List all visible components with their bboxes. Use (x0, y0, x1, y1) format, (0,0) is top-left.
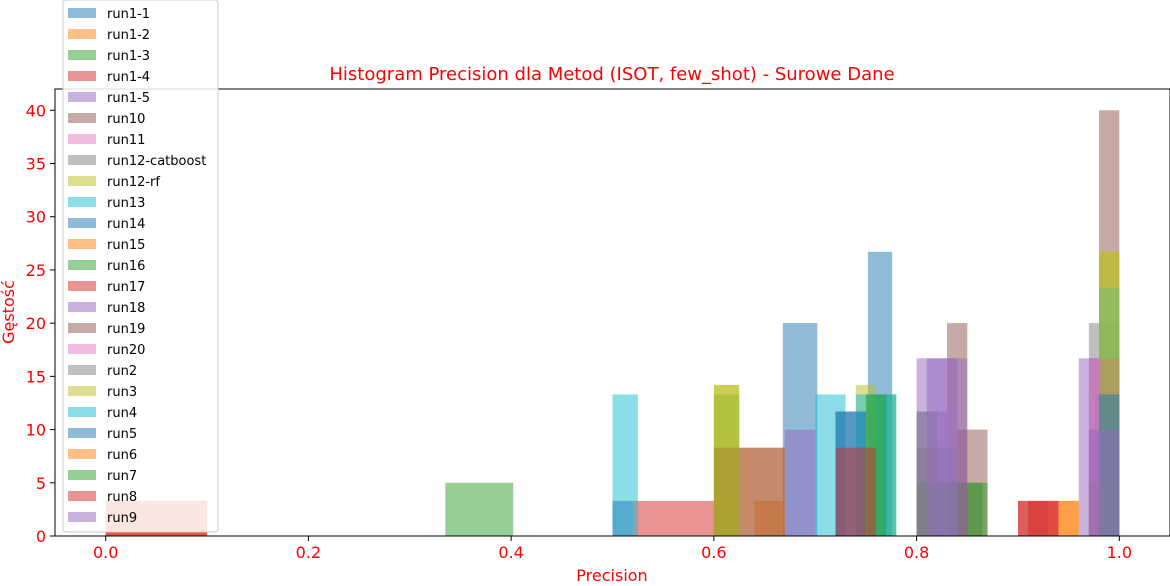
plot-area-frame (54, 88, 1170, 537)
bar-run8-1 (835, 447, 876, 536)
legend-label-run6: run6 (107, 448, 137, 463)
legend-swatch-run2 (68, 365, 96, 375)
y-tick-label: 5 (36, 474, 46, 493)
bars-group (105, 110, 1120, 537)
legend-label-run12-rf: run12-rf (107, 175, 160, 190)
y-tick-label: 0 (36, 527, 46, 546)
legend-swatch-run1-2 (68, 29, 96, 39)
legend-label-run14: run14 (107, 217, 145, 232)
legend-label-run11: run11 (107, 133, 145, 148)
legend-label-run10: run10 (107, 112, 145, 127)
bar-run7-1 (967, 482, 988, 536)
bar-run19-1 (754, 447, 785, 536)
chart-title: Histogram Precision dla Metod (ISOT, few… (329, 64, 894, 85)
legend-swatch-run7 (68, 470, 96, 480)
legend-label-run2: run2 (107, 364, 137, 379)
legend-label-run4: run4 (107, 406, 137, 421)
legend-label-run7: run7 (107, 469, 137, 484)
legend-label-run5: run5 (107, 427, 137, 442)
y-tick-label: 25 (26, 261, 46, 280)
legend-label-run15: run15 (107, 238, 145, 253)
y-tick-label: 30 (26, 208, 46, 227)
legend-swatch-run3 (68, 386, 96, 396)
legend-swatch-run10 (68, 113, 96, 123)
legend-swatch-run12-rf (68, 176, 96, 186)
y-axis: 0 5 10 15 20 25 30 35 40 (26, 101, 55, 546)
legend-swatch-run5 (68, 428, 96, 438)
legend-label-run1-3: run1-3 (107, 49, 150, 64)
x-tick-label: 0.6 (701, 543, 726, 562)
y-axis-label: Gęstość (0, 280, 18, 344)
legend-label-run16: run16 (107, 259, 145, 274)
bar-run1-3-0 (445, 482, 514, 536)
legend-label-run17: run17 (107, 280, 145, 295)
legend-label-run19: run19 (107, 322, 145, 337)
legend-swatch-run4 (68, 407, 96, 417)
legend-swatch-run1-3 (68, 50, 96, 60)
x-tick-label: 0.4 (498, 543, 523, 562)
legend-swatch-run12-catboost (68, 155, 96, 165)
legend-swatch-run18 (68, 302, 96, 312)
legend-swatch-run17 (68, 281, 96, 291)
x-axis: 0.0 0.2 0.4 0.6 0.8 1.0 (93, 536, 1132, 562)
legend-swatch-run6 (68, 449, 96, 459)
legend-label-run13: run13 (107, 196, 145, 211)
legend: run1-1 run1-2 run1-3 run1-4 run1-5 run10 run11… (62, 0, 219, 533)
x-tick-label: 0.8 (904, 543, 929, 562)
y-tick-label: 15 (26, 367, 46, 386)
legend-swatch-run15 (68, 239, 96, 249)
legend-label-run18: run18 (107, 301, 145, 316)
x-tick-label: 0.0 (93, 543, 118, 562)
bar-run9-1 (926, 358, 968, 536)
x-tick-label: 0.2 (296, 543, 321, 562)
bar-run8-2 (1028, 500, 1059, 536)
x-axis-label: Precision (576, 566, 647, 585)
bar-run3-0 (713, 384, 740, 536)
legend-swatch-run19 (68, 323, 96, 333)
bar-run9-0 (784, 429, 816, 536)
legend-swatch-run14 (68, 218, 96, 228)
legend-frame (62, 0, 219, 533)
y-tick-label: 35 (26, 155, 46, 174)
legend-label-run1-4: run1-4 (107, 70, 150, 85)
legend-label-run20: run20 (107, 343, 145, 358)
legend-swatch-run16 (68, 260, 96, 270)
legend-label-run1-1: run1-1 (107, 7, 150, 22)
legend-label-run9: run9 (107, 511, 137, 526)
legend-swatch-run1-4 (68, 71, 96, 81)
legend-swatch-run8 (68, 491, 96, 501)
legend-swatch-run1-1 (68, 8, 96, 18)
legend-label-run12-catboost: run12-catboost (107, 154, 206, 169)
legend-label-run1-5: run1-5 (107, 91, 150, 106)
legend-swatch-run9 (68, 512, 96, 522)
legend-swatch-run13 (68, 197, 96, 207)
y-tick-label: 40 (26, 101, 46, 120)
legend-label-run1-2: run1-2 (107, 28, 150, 43)
legend-label-run3: run3 (107, 385, 137, 400)
x-tick-label: 1.0 (1107, 543, 1132, 562)
bar-run6-1 (1058, 500, 1079, 536)
legend-swatch-run1-5 (68, 92, 96, 102)
legend-label-run8: run8 (107, 490, 137, 505)
legend-swatch-run20 (68, 344, 96, 354)
bar-run9-2 (1088, 429, 1120, 536)
legend-swatch-run11 (68, 134, 96, 144)
y-tick-label: 20 (26, 314, 46, 333)
bar-run1-4-0 (632, 500, 714, 536)
y-tick-label: 10 (26, 421, 46, 440)
bar-run5-0 (612, 500, 633, 536)
